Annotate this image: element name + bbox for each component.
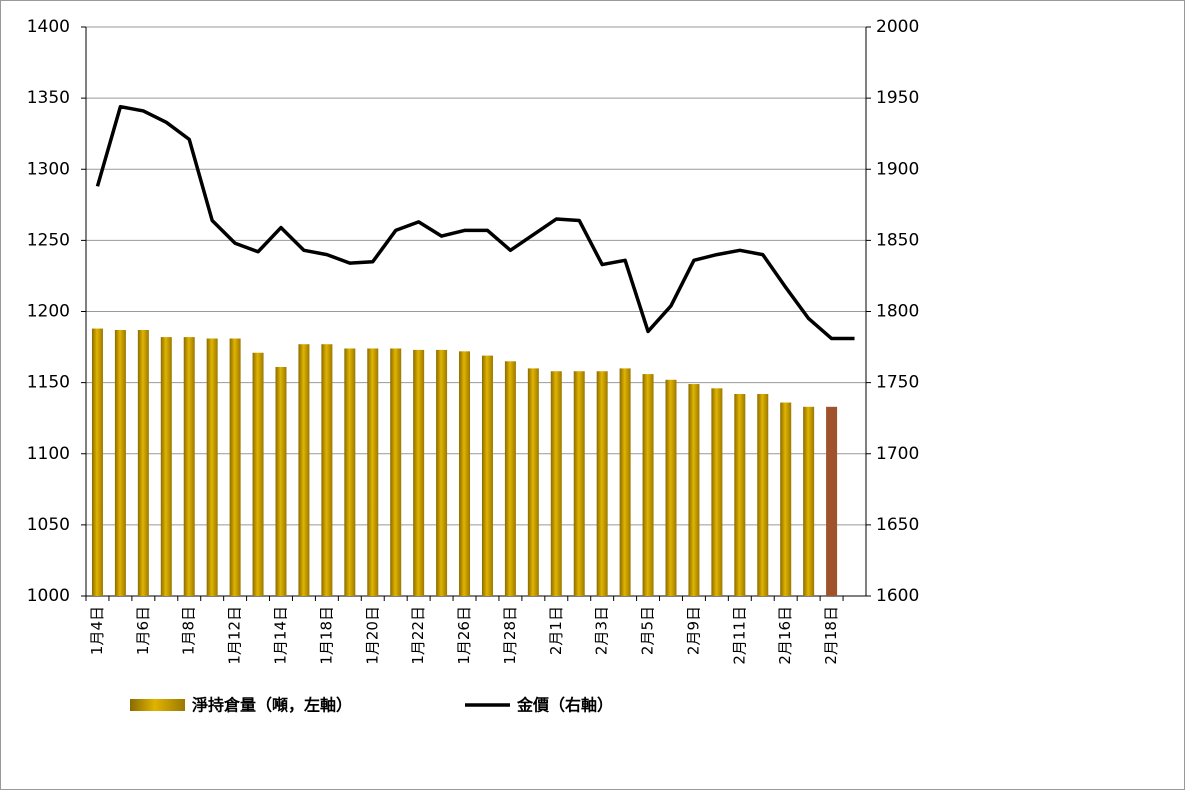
y2-tick-label: 1850 [876,230,919,250]
bar [711,388,723,596]
bar [596,371,608,596]
y2-tick-label: 1700 [876,444,919,464]
y-tick-label: 1200 [27,302,70,322]
x-tick-label: 2月18日 [822,606,840,665]
bar [183,337,195,596]
y-tick-label: 1100 [27,444,70,464]
bar [665,379,677,596]
y-tick-label: 1050 [27,515,70,535]
bar [826,406,838,596]
bar [390,348,402,596]
bar [229,338,241,596]
x-tick-label: 2月5日 [639,606,657,655]
legend-label: 淨持倉量（噸，左軸） [192,696,352,715]
x-tick-label: 1月20日 [363,606,381,665]
y-tick-label: 1400 [27,17,70,37]
legend-label: 金價（右軸） [516,696,613,715]
x-tick-label: 1月6日 [134,606,152,655]
y-tick-label: 1000 [27,586,70,606]
bar [436,349,448,596]
y-tick-label: 1350 [27,88,70,108]
bar [137,329,149,596]
y2-tick-label: 1900 [876,159,919,179]
x-tick-label: 2月16日 [776,606,794,665]
bar [160,337,172,596]
bar [481,355,493,596]
x-tick-label: 1月12日 [226,606,244,665]
x-tick-label: 1月4日 [88,606,106,655]
price-line [95,104,855,341]
x-tick-label: 2月3日 [593,606,611,655]
bar [252,352,264,596]
bar [734,394,746,596]
x-tick-label: 2月1日 [547,606,565,655]
x-tick-label: 1月14日 [272,606,290,665]
y2-tick-label: 1600 [876,586,919,606]
y-tick-label: 1300 [27,159,70,179]
y2-tick-label: 1950 [876,88,919,108]
x-tick-label: 1月22日 [409,606,427,665]
bar [344,348,356,596]
bar [527,368,539,596]
bar [688,384,700,596]
y2-tick-label: 1650 [876,515,919,535]
bar [619,368,631,596]
bar [573,371,585,596]
bar [367,348,379,596]
bar [114,329,126,596]
bar [91,328,103,596]
x-tick-label: 2月9日 [684,606,702,655]
bar [757,394,769,596]
bar [550,371,562,596]
bar [275,366,287,596]
bar [298,344,310,596]
bar [206,338,218,596]
y2-tick-label: 2000 [876,17,919,37]
bar [803,406,815,596]
x-tick-label: 1月28日 [501,606,519,665]
x-tick-label: 2月11日 [730,606,748,665]
bar [321,344,333,596]
bar [459,351,471,596]
bar [413,349,425,596]
bar [504,361,516,596]
x-tick-label: 1月8日 [180,606,198,655]
x-tick-label: 1月18日 [317,606,335,665]
x-tick-label: 1月26日 [455,606,473,665]
legend-swatch [130,699,185,711]
y2-tick-label: 1750 [876,373,919,393]
y-tick-label: 1250 [27,230,70,250]
bar [642,374,654,596]
bar [780,402,792,596]
y2-tick-label: 1800 [876,302,919,322]
y-tick-label: 1150 [27,373,70,393]
